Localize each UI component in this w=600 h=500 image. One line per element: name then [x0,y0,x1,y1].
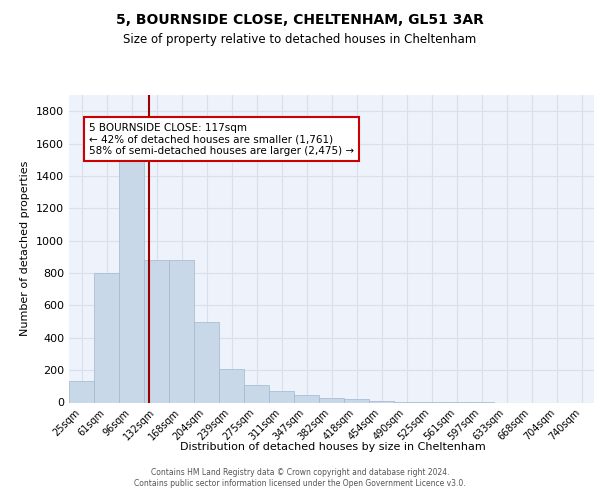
Text: 5 BOURNSIDE CLOSE: 117sqm
← 42% of detached houses are smaller (1,761)
58% of se: 5 BOURNSIDE CLOSE: 117sqm ← 42% of detac… [89,122,354,156]
Bar [344,400,369,402]
Text: Contains HM Land Registry data © Crown copyright and database right 2024.
Contai: Contains HM Land Registry data © Crown c… [134,468,466,487]
Bar [319,398,344,402]
Bar [244,384,269,402]
Text: Size of property relative to detached houses in Cheltenham: Size of property relative to detached ho… [124,32,476,46]
Bar [294,395,319,402]
Bar [69,382,94,402]
Y-axis label: Number of detached properties: Number of detached properties [20,161,31,336]
Bar [194,322,219,402]
Bar [219,370,244,402]
Bar [369,401,394,402]
Bar [144,260,169,402]
Bar [119,162,144,402]
Bar [269,391,294,402]
Text: 5, BOURNSIDE CLOSE, CHELTENHAM, GL51 3AR: 5, BOURNSIDE CLOSE, CHELTENHAM, GL51 3AR [116,12,484,26]
Text: Distribution of detached houses by size in Cheltenham: Distribution of detached houses by size … [180,442,486,452]
Bar [169,260,194,402]
Bar [94,273,119,402]
